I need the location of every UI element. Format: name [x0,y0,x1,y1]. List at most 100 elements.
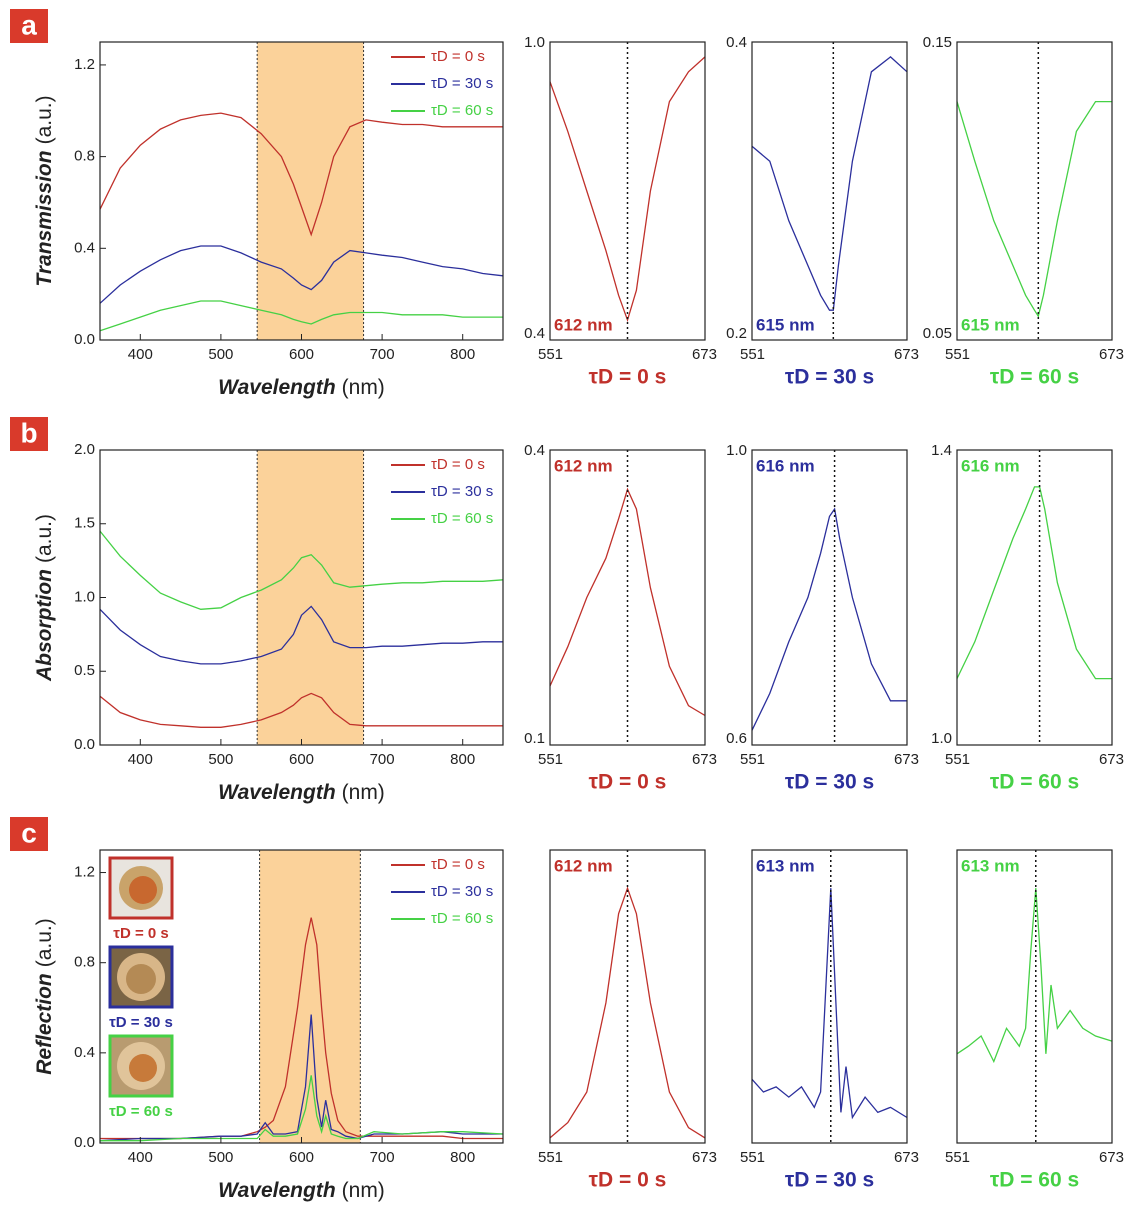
y-tick-label: 0.2 [726,325,747,342]
data-line [956,486,1112,680]
peak-annotation: 615 nm [961,315,1020,334]
x-tick-label: 673 [692,1149,717,1166]
x-tick-label: 700 [370,1149,395,1166]
peak-annotation: 612 nm [554,315,613,334]
x-axis-unit: (nm) [342,1179,385,1202]
y-axis-label: Reflection (a.u.) [33,918,56,1075]
peak-annotation: 612 nm [554,456,613,475]
x-tick-label: 500 [208,751,233,768]
x-tick-label: 673 [692,751,717,768]
legend-label: τD = 60 s [431,510,493,527]
plot-frame [956,449,1113,746]
x-tick-label: 400 [128,346,153,363]
plot-frame [549,849,706,1144]
highlight-band [257,450,364,745]
x-tick-label: 673 [894,751,919,768]
photo-sample-core [126,964,156,994]
data-line [956,888,1113,1064]
data-line [549,56,706,323]
panel-badge [10,417,48,451]
y-tick-label: 1.2 [74,864,95,881]
data-line [751,56,908,311]
y-axis-title: Transmission [33,150,56,286]
y-tick-label: 2.0 [74,441,95,458]
panel-subtitle: τD = 30 s [785,1169,874,1192]
panel-badge [10,9,48,43]
y-tick-label: 0.6 [726,730,747,747]
x-tick-label: 400 [128,1149,153,1166]
panel-subtitle: τD = 30 s [785,771,874,794]
data-line [99,300,503,332]
peak-annotation: 613 nm [961,856,1020,875]
legend-label: τD = 30 s [431,483,493,500]
panel-label: c [21,817,37,848]
x-tick-label: 400 [128,751,153,768]
peak-annotation: 616 nm [756,456,815,475]
y-tick-label: 0.4 [74,1044,95,1061]
panel-subtitle: τD = 60 s [990,1169,1079,1192]
x-axis-title: Wavelength [218,376,335,399]
y-tick-label: 0.4 [524,442,545,459]
y-tick-label: 0.4 [74,239,95,256]
data-line [99,112,503,237]
panel-subtitle: τD = 30 s [785,366,874,389]
x-tick-label: 700 [370,751,395,768]
plot-frame [549,41,706,341]
y-tick-label: 1.0 [524,34,545,51]
legend-label: τD = 0 s [431,456,485,473]
data-line [99,530,504,610]
y-tick-label: 1.5 [74,515,95,532]
x-tick-label: 600 [289,751,314,768]
x-tick-label: 673 [1099,346,1124,363]
y-tick-label: 0.4 [524,325,545,342]
x-tick-label: 673 [692,346,717,363]
y-axis-label: Absorption (a.u.) [33,514,56,682]
y-tick-label: 0.05 [923,325,952,342]
data-line [100,1075,504,1142]
y-tick-label: 0.0 [74,736,95,753]
y-axis-title: Reflection [33,973,56,1075]
photo-insets [108,856,174,1098]
y-tick-label: 0.8 [74,954,95,971]
x-tick-label: 673 [894,346,919,363]
legend-label: τD = 60 s [431,102,493,119]
x-axis-title: Wavelength [218,781,335,804]
x-axis-label: Wavelength (nm) [218,1179,385,1202]
x-tick-label: 800 [450,1149,475,1166]
x-tick-label: 551 [538,1149,563,1166]
y-tick-label: 0.15 [923,34,952,51]
y-tick-label: 1.0 [74,588,95,605]
y-tick-label: 0.0 [74,331,95,348]
legend-label: τD = 0 s [431,48,485,65]
x-tick-label: 551 [740,751,765,768]
x-tick-label: 551 [538,751,563,768]
photo-sample-core [129,876,157,904]
x-tick-label: 500 [208,1149,233,1166]
y-axis-unit: (a.u.) [33,918,56,967]
plot-frame [549,449,706,746]
plot-frame [751,449,908,746]
data-line [549,487,706,717]
y-tick-label: 0.5 [74,662,95,679]
x-axis-title: Wavelength [218,1179,335,1202]
x-tick-label: 551 [945,346,970,363]
x-tick-label: 551 [945,1149,970,1166]
peak-annotation: 612 nm [554,856,613,875]
panel-label: a [21,9,37,40]
y-tick-label: 0.1 [524,730,545,747]
x-tick-label: 800 [450,346,475,363]
plot-frame [956,849,1113,1144]
x-tick-label: 700 [370,346,395,363]
peak-annotation: 615 nm [756,315,815,334]
panel-subtitle: τD = 60 s [990,771,1079,794]
photo-label: τD = 30 s [109,1014,173,1031]
plot-frame [751,849,908,1144]
photo-label: τD = 0 s [113,925,168,942]
x-axis-unit: (nm) [342,781,385,804]
highlight-band [257,42,364,340]
x-tick-label: 600 [289,346,314,363]
panel-subtitle: τD = 0 s [589,771,667,794]
y-tick-label: 1.4 [931,442,952,459]
x-tick-label: 551 [740,346,765,363]
